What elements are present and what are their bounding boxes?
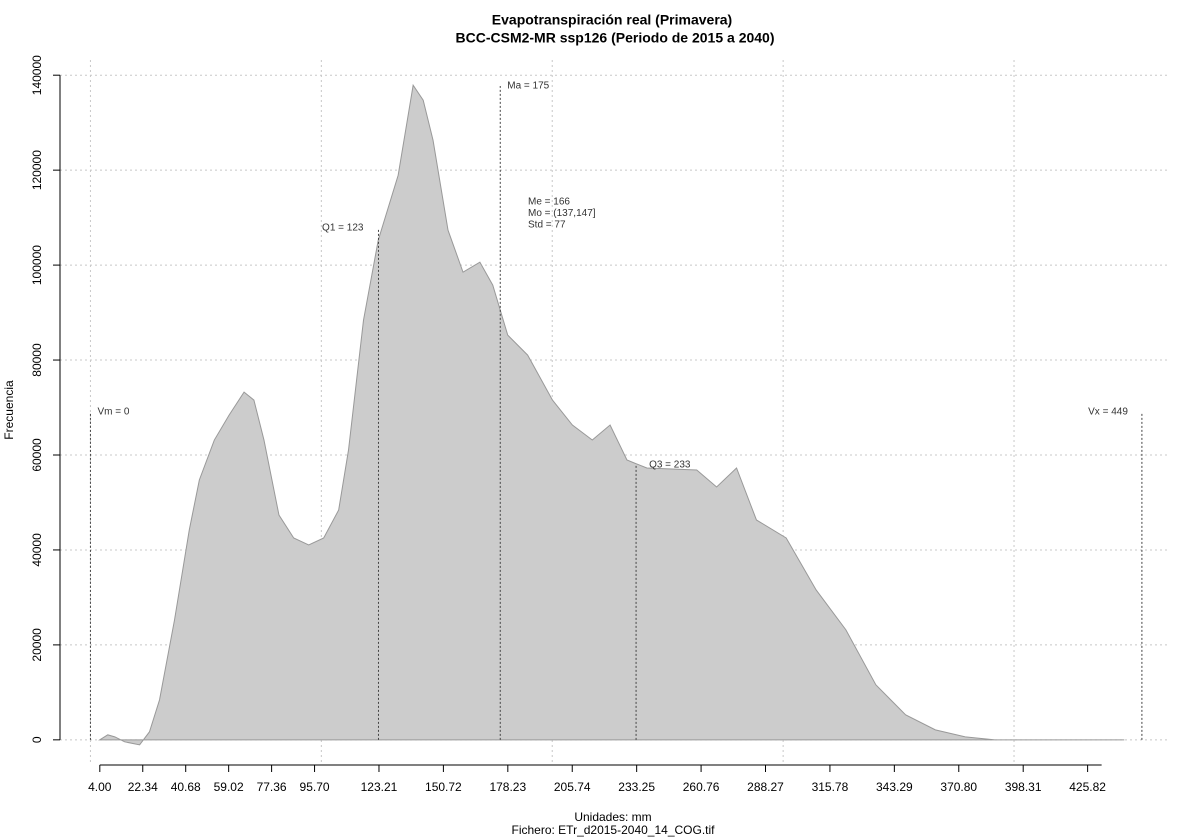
y-tick-label: 60000 [30,438,44,472]
y-tick-label: 0 [30,736,44,743]
x-tick-label: 77.36 [257,780,287,794]
x-tick-label: 288.27 [747,780,784,794]
x-tick-label: 178.23 [489,780,526,794]
reference-label: Q1 = 123 [322,223,364,234]
y-axis-label: Frecuencia [2,380,16,440]
x-tick-label: 4.00 [88,780,112,794]
x-tick-label: 260.76 [683,780,720,794]
x-tick-label: 40.68 [171,780,201,794]
y-tick-label: 20000 [30,628,44,662]
x-tick-label: 370.80 [940,780,977,794]
caption: Fichero: ETr_d2015-2040_14_COG.tif [512,823,716,837]
reference-label: Q3 = 233 [649,460,691,471]
y-tick-label: 120000 [30,150,44,190]
x-tick-label: 425.82 [1069,780,1106,794]
x-tick-label: 95.70 [300,780,330,794]
density-area [98,83,1125,746]
x-tick-label: 59.02 [214,780,244,794]
reference-label: Vm = 0 [97,407,129,418]
y-tick-label: 100000 [30,245,44,285]
reference-label: Ma = 175 [507,81,549,92]
reference-label: Vx = 449 [1088,407,1128,418]
stat-label: Mo = (137,147] [528,208,596,219]
y-tick-label: 40000 [30,533,44,567]
stat-label: Me = 166 [528,197,570,208]
chart-title: Evapotranspiración real (Primavera) [492,12,732,28]
x-tick-label: 315.78 [812,780,849,794]
x-axis-label: Unidades: mm [574,810,651,824]
x-tick-label: 123.21 [361,780,398,794]
x-tick-label: 150.72 [425,780,462,794]
chart-subtitle: BCC-CSM2-MR ssp126 (Periodo de 2015 a 20… [456,30,775,46]
x-tick-label: 205.74 [554,780,591,794]
stat-label: Std = 77 [528,220,566,231]
y-tick-label: 140000 [30,55,44,95]
x-tick-label: 22.34 [128,780,158,794]
x-tick-label: 398.31 [1005,780,1042,794]
x-tick-label: 343.29 [876,780,913,794]
x-tick-label: 233.25 [618,780,655,794]
y-tick-label: 80000 [30,343,44,377]
